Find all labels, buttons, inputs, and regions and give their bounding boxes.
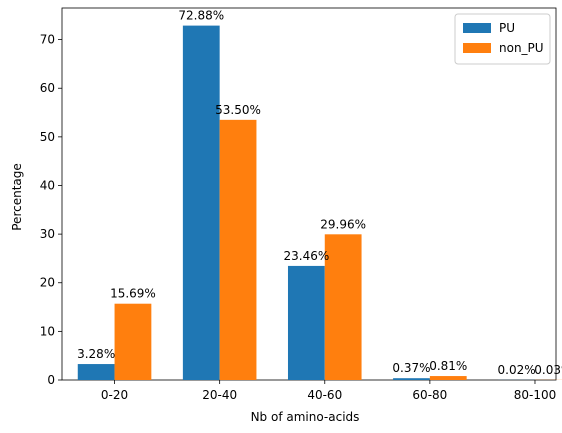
legend-label: PU bbox=[499, 21, 515, 35]
x-tick-label: 0-20 bbox=[101, 388, 128, 402]
bar-non_PU-0-20 bbox=[114, 303, 152, 380]
x-tick-label: 80-100 bbox=[514, 388, 557, 402]
data-label: 0.03% bbox=[534, 363, 562, 377]
y-tick-label: 40 bbox=[40, 178, 55, 192]
legend-swatch bbox=[463, 43, 491, 53]
bar-non_PU-20-40 bbox=[219, 119, 257, 380]
x-axis-label: Nb of amino-acids bbox=[251, 410, 360, 424]
bar-non_PU-60-80 bbox=[429, 376, 467, 380]
y-tick-label: 20 bbox=[40, 276, 55, 290]
y-axis-label: Percentage bbox=[10, 163, 24, 231]
y-tick-label: 60 bbox=[40, 81, 55, 95]
y-tick-label: 30 bbox=[40, 227, 55, 241]
y-tick-label: 0 bbox=[47, 373, 55, 387]
legend-swatch bbox=[463, 23, 491, 33]
data-label: 0.02% bbox=[498, 363, 536, 377]
y-tick-label: 50 bbox=[40, 130, 55, 144]
legend: PU non_PU bbox=[454, 13, 551, 65]
bar-PU-20-40 bbox=[182, 25, 220, 380]
y-tick-label: 70 bbox=[40, 33, 55, 47]
data-label: 0.81% bbox=[429, 359, 467, 373]
x-tick-label: 60-80 bbox=[412, 388, 447, 402]
x-tick-label: 40-60 bbox=[307, 388, 342, 402]
data-label: 15.69% bbox=[110, 287, 156, 301]
data-labels: 3.28% 72.88% 23.46% 0.37% 0.02% 15.69% 53.50% 2… bbox=[77, 9, 562, 377]
data-label: 23.46% bbox=[283, 249, 329, 263]
data-label: 3.28% bbox=[77, 347, 115, 361]
bar-non_PU-40-60 bbox=[324, 234, 362, 380]
data-label: 0.37% bbox=[392, 361, 430, 375]
data-label: 72.88% bbox=[178, 9, 224, 23]
x-tick-label: 20-40 bbox=[202, 388, 237, 402]
bar-PU-40-60 bbox=[287, 265, 325, 380]
y-axis: 0 10 20 30 40 50 60 70 bbox=[40, 33, 62, 387]
legend-label: non_PU bbox=[499, 41, 544, 55]
bar-PU-60-80 bbox=[393, 378, 430, 380]
data-label: 53.50% bbox=[215, 103, 261, 117]
bar-PU-0-20 bbox=[77, 364, 115, 380]
bars bbox=[77, 25, 562, 380]
data-label: 29.96% bbox=[320, 217, 366, 231]
y-tick-label: 10 bbox=[40, 324, 55, 338]
x-axis: 0-20 20-40 40-60 60-80 80-100 bbox=[101, 380, 556, 402]
